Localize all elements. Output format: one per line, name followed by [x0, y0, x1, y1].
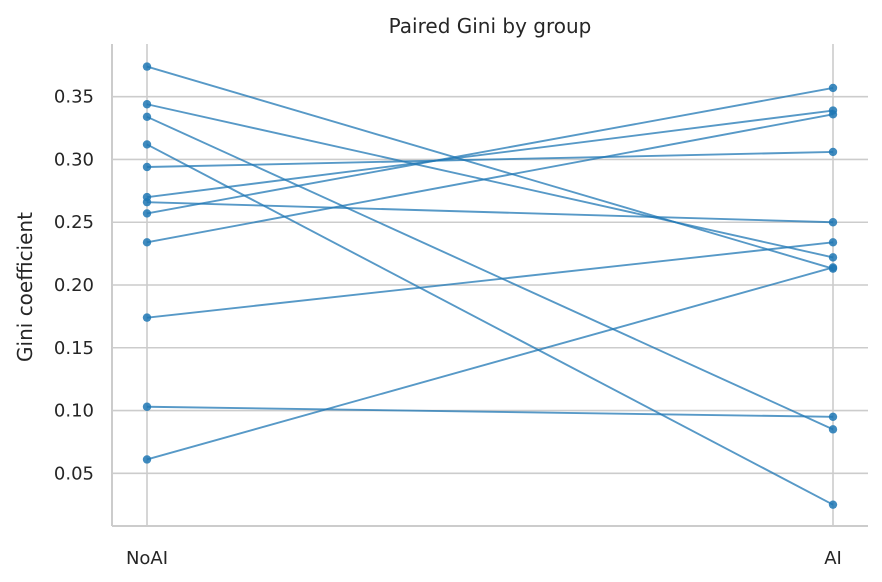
pair-point-noai: [142, 140, 152, 149]
pair-line: [146, 201, 834, 224]
pair-point-ai: [828, 500, 838, 509]
pair-point-ai: [828, 412, 838, 421]
pair-line: [146, 150, 834, 168]
grid: [112, 44, 868, 526]
pair-line: [146, 143, 834, 506]
pair-line: [146, 86, 834, 215]
y-tick-label: 0.05: [54, 463, 94, 484]
pair-line: [146, 109, 834, 199]
pair-point-noai: [142, 62, 152, 71]
chart-title: Paired Gini by group: [389, 14, 592, 38]
pair-point-ai: [828, 147, 838, 157]
pair-line: [146, 266, 834, 461]
x-tick-label: AI: [824, 548, 842, 569]
y-tick-label: 0.30: [54, 149, 94, 170]
pair-point-ai: [828, 238, 838, 247]
pair-point-noai: [142, 402, 152, 411]
pair-point-ai: [828, 425, 838, 434]
pair-point-ai: [828, 263, 838, 272]
pair-point-noai: [142, 100, 152, 109]
y-tick-label: 0.10: [54, 401, 94, 422]
pair-line: [146, 103, 834, 259]
axes-spines: [111, 44, 868, 527]
pair-point-ai: [828, 253, 838, 262]
pair-points: [142, 62, 838, 509]
pair-point-noai: [142, 197, 152, 207]
pair-line: [146, 65, 834, 270]
pair-point-ai: [828, 83, 838, 93]
y-axis-label: Gini coefficient: [13, 212, 37, 362]
pair-point-noai: [142, 313, 152, 322]
pair-point-noai: [142, 455, 152, 464]
pair-point-noai: [142, 112, 152, 122]
pair-lines: [146, 65, 834, 506]
x-tick-label: NoAI: [126, 548, 168, 569]
tick-labels: 0.05 0.10 0.15 0.20 0.25 0.30 0.35 NoAI AI: [54, 87, 842, 569]
pair-point-noai: [142, 162, 152, 172]
pair-line: [146, 115, 834, 431]
pair-point-ai: [828, 218, 838, 227]
y-tick-label: 0.35: [54, 87, 94, 108]
pair-line: [146, 113, 834, 244]
pair-point-noai: [142, 238, 152, 247]
y-tick-label: 0.15: [54, 338, 94, 359]
pair-line: [146, 405, 834, 418]
y-tick-label: 0.25: [54, 212, 94, 233]
pair-line: [146, 241, 834, 319]
y-tick-label: 0.20: [54, 275, 94, 296]
pair-point-noai: [142, 209, 152, 218]
pair-point-ai: [828, 110, 838, 119]
